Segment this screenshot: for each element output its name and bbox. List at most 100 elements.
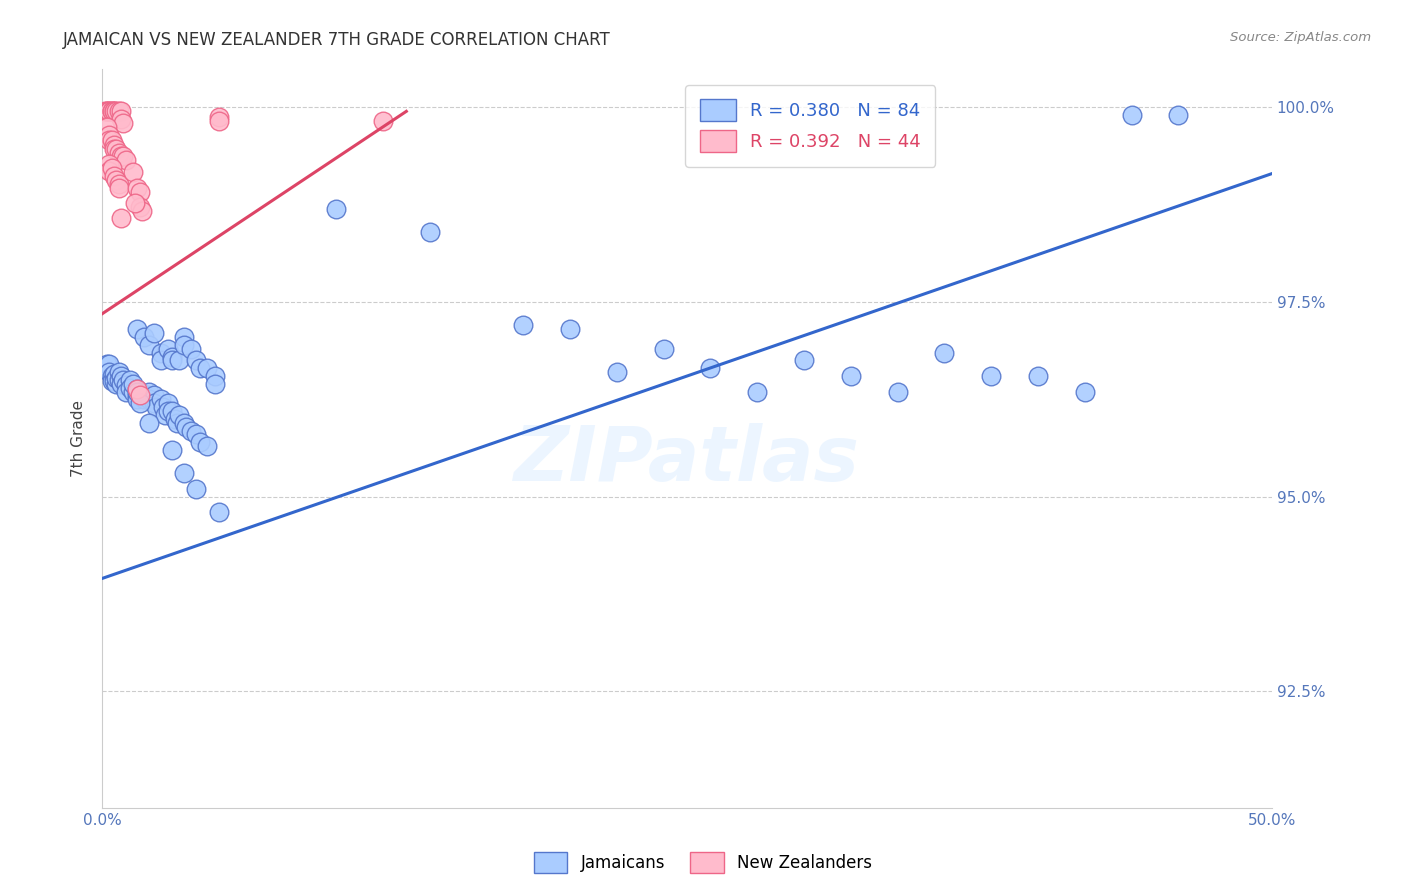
Point	[110, 112, 132, 127]
Point	[98, 104, 121, 119]
Point	[1121, 108, 1143, 122]
Point	[606, 365, 628, 379]
Point	[145, 400, 167, 414]
Point	[107, 180, 129, 194]
Point	[173, 338, 195, 352]
Point	[112, 373, 135, 387]
Point	[98, 133, 121, 147]
Point	[173, 416, 195, 430]
Point	[128, 384, 150, 399]
Point	[558, 322, 581, 336]
Point	[96, 104, 118, 119]
Point	[103, 375, 125, 389]
Point	[156, 342, 179, 356]
Point	[142, 326, 165, 341]
Point	[127, 384, 149, 399]
Point	[652, 342, 675, 356]
Point	[103, 137, 125, 152]
Point	[149, 353, 172, 368]
Point	[100, 369, 122, 384]
Point	[204, 376, 226, 391]
Point	[512, 318, 534, 333]
Point	[134, 330, 156, 344]
Point	[127, 388, 149, 402]
Point	[138, 416, 160, 430]
Point	[204, 369, 226, 384]
Point	[127, 322, 149, 336]
Point	[107, 104, 129, 119]
Point	[163, 412, 186, 426]
Point	[184, 427, 207, 442]
Point	[156, 404, 179, 418]
Point	[114, 378, 136, 392]
Point	[127, 180, 149, 194]
Point	[162, 350, 184, 364]
Point	[107, 145, 129, 160]
Point	[166, 416, 188, 430]
Point	[110, 369, 132, 384]
Point	[149, 345, 172, 359]
Point	[325, 202, 347, 216]
Point	[135, 388, 157, 402]
Point	[98, 104, 121, 119]
Point	[131, 204, 153, 219]
Point	[98, 365, 121, 379]
Point	[128, 396, 150, 410]
Point	[131, 387, 153, 401]
Point	[156, 396, 179, 410]
Point	[110, 376, 132, 391]
Point	[105, 142, 128, 156]
Point	[699, 361, 721, 376]
Point	[208, 110, 231, 124]
Point	[114, 153, 136, 168]
Point	[173, 330, 195, 344]
Point	[107, 177, 129, 191]
Point	[103, 367, 125, 381]
Point	[127, 382, 149, 396]
Point	[98, 164, 121, 178]
Point	[100, 104, 122, 119]
Text: Source: ZipAtlas.com: Source: ZipAtlas.com	[1230, 31, 1371, 45]
Point	[208, 505, 231, 519]
Point	[96, 357, 118, 371]
Point	[98, 128, 121, 142]
Point	[114, 384, 136, 399]
Point	[100, 104, 122, 119]
Point	[105, 173, 128, 187]
Point	[128, 388, 150, 402]
Point	[747, 384, 769, 399]
Point	[105, 371, 128, 385]
Point	[886, 384, 908, 399]
Point	[98, 357, 121, 371]
Point	[98, 157, 121, 171]
Point	[839, 369, 862, 384]
Point	[793, 353, 815, 368]
Point	[105, 104, 128, 119]
Point	[120, 373, 142, 387]
Point	[124, 196, 146, 211]
Point	[121, 165, 143, 179]
Point	[419, 225, 441, 239]
Point	[103, 104, 125, 119]
Point	[121, 384, 143, 399]
Point	[138, 338, 160, 352]
Point	[1074, 384, 1097, 399]
Point	[184, 482, 207, 496]
Point	[190, 435, 212, 450]
Point	[934, 345, 956, 359]
Point	[142, 388, 165, 402]
Point	[1026, 369, 1049, 384]
Point	[142, 396, 165, 410]
Point	[93, 104, 115, 119]
Point	[105, 376, 128, 391]
Point	[1167, 108, 1189, 122]
Point	[197, 439, 219, 453]
Point	[134, 392, 156, 407]
Y-axis label: 7th Grade: 7th Grade	[72, 400, 86, 477]
Legend: R = 0.380   N = 84, R = 0.392   N = 44: R = 0.380 N = 84, R = 0.392 N = 44	[685, 85, 935, 167]
Point	[162, 353, 184, 368]
Point	[110, 211, 132, 225]
Point	[371, 113, 394, 128]
Point	[180, 342, 202, 356]
Point	[180, 424, 202, 438]
